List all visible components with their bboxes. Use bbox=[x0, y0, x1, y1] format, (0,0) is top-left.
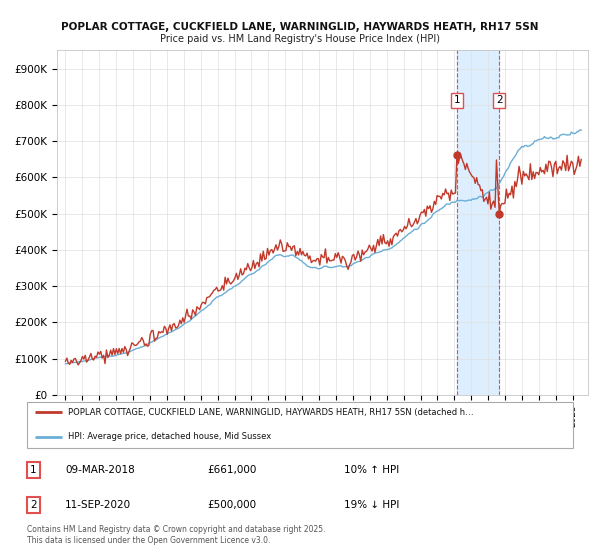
Text: 2: 2 bbox=[496, 95, 503, 105]
Text: 2: 2 bbox=[30, 500, 37, 510]
Text: Contains HM Land Registry data © Crown copyright and database right 2025.
This d: Contains HM Land Registry data © Crown c… bbox=[27, 525, 325, 545]
Text: 11-SEP-2020: 11-SEP-2020 bbox=[65, 500, 131, 510]
Text: 19% ↓ HPI: 19% ↓ HPI bbox=[344, 500, 399, 510]
Text: £500,000: £500,000 bbox=[207, 500, 256, 510]
Text: POPLAR COTTAGE, CUCKFIELD LANE, WARNINGLID, HAYWARDS HEATH, RH17 5SN (detached h: POPLAR COTTAGE, CUCKFIELD LANE, WARNINGL… bbox=[68, 408, 473, 417]
Bar bbox=[457, 50, 499, 395]
FancyBboxPatch shape bbox=[27, 402, 573, 448]
Text: 10% ↑ HPI: 10% ↑ HPI bbox=[344, 465, 399, 475]
Text: POPLAR COTTAGE, CUCKFIELD LANE, WARNINGLID, HAYWARDS HEATH, RH17 5SN: POPLAR COTTAGE, CUCKFIELD LANE, WARNINGL… bbox=[61, 22, 539, 32]
Text: 09-MAR-2018: 09-MAR-2018 bbox=[65, 465, 135, 475]
Text: 1: 1 bbox=[454, 95, 460, 105]
Text: HPI: Average price, detached house, Mid Sussex: HPI: Average price, detached house, Mid … bbox=[68, 432, 271, 441]
Text: Price paid vs. HM Land Registry's House Price Index (HPI): Price paid vs. HM Land Registry's House … bbox=[160, 34, 440, 44]
Text: £661,000: £661,000 bbox=[207, 465, 257, 475]
Text: 1: 1 bbox=[30, 465, 37, 475]
